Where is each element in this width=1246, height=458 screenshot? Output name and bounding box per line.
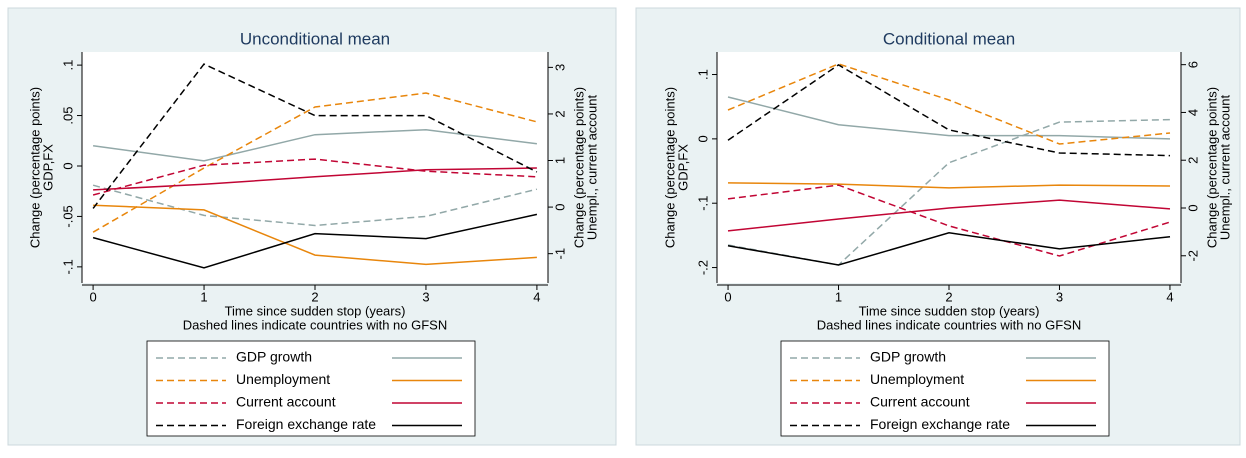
series-line (727, 64, 1171, 157)
y2-tick-label: 2 (552, 110, 567, 117)
y-tick-label: -.1 (60, 259, 75, 274)
y2-tick-label: 4 (1185, 109, 1200, 116)
legend-label: Foreign exchange rate (236, 416, 376, 432)
y2-axis-title: Unempl., current account (584, 94, 599, 240)
legend-label: Unemployment (870, 371, 964, 387)
y-tick-label: -.1 (695, 196, 710, 211)
legend-label: GDP growth (236, 349, 312, 365)
x-tick-label: 0 (89, 289, 96, 304)
y2-tick-label: -2 (1185, 250, 1200, 262)
x-tick-label: 4 (533, 289, 540, 304)
x-tick-label: 4 (1166, 289, 1173, 304)
series-line (727, 199, 1171, 232)
series-line (727, 232, 1171, 266)
y-axis-title: Change (percentage points) (27, 87, 42, 248)
legend-label: Current account (236, 394, 336, 410)
x-tick-label: 2 (945, 289, 952, 304)
x-tick-label: 0 (724, 289, 731, 304)
series-line (92, 92, 538, 233)
legend-label: Unemployment (236, 371, 330, 387)
legend-label: Current account (870, 394, 970, 410)
x-axis-title: Time since sudden stop (years) (225, 303, 406, 318)
x-tick-label: 1 (200, 289, 207, 304)
chart-title: Unconditional mean (240, 29, 390, 48)
y2-tick-label: 0 (552, 203, 567, 210)
series-line (727, 96, 1171, 140)
y-tick-label: -.05 (60, 205, 75, 227)
y2-axis-title: Change (percentage points) (1204, 87, 1219, 248)
x-axis-title: Time since sudden stop (years) (859, 303, 1040, 318)
y-tick-label: -.2 (695, 260, 710, 275)
legend-box (780, 340, 1110, 437)
note: Dashed lines indicate countries with no … (183, 317, 447, 332)
y-tick-label: .05 (60, 107, 75, 125)
series-line (727, 63, 1171, 145)
y2-tick-label: 6 (1185, 61, 1200, 68)
series-line (92, 158, 537, 196)
y2-tick-label: 3 (552, 64, 567, 71)
plot-area (82, 52, 548, 283)
y-axis-title: GDP,FX (40, 144, 55, 191)
legend-label: GDP growth (870, 349, 946, 365)
y2-tick-label: 1 (552, 157, 567, 164)
y-tick-label: 0 (695, 135, 710, 142)
y-axis-title: GDP,FX (675, 144, 690, 191)
y2-axis-title: Unempl., current account (1217, 94, 1232, 240)
plot-area (717, 52, 1181, 283)
x-tick-label: 1 (835, 289, 842, 304)
y2-tick-label: -1 (552, 248, 567, 260)
y-tick-label: 0 (60, 162, 75, 169)
legend-label: Foreign exchange rate (870, 416, 1010, 432)
series-line (92, 213, 538, 269)
series-line (92, 63, 538, 209)
y-tick-label: .1 (60, 60, 75, 71)
x-tick-label: 3 (1056, 289, 1063, 304)
series-line (93, 204, 537, 266)
y2-tick-label: 0 (1185, 204, 1200, 211)
series-line (93, 167, 537, 191)
y2-tick-label: 2 (1185, 157, 1200, 164)
chart-title: Conditional mean (883, 29, 1015, 48)
legend-box (146, 340, 476, 437)
series-line (727, 182, 1171, 189)
x-tick-label: 2 (311, 289, 318, 304)
series-line (92, 184, 538, 227)
y-axis-title: Change (percentage points) (662, 87, 677, 248)
y2-axis-title: Change (percentage points) (571, 87, 586, 248)
x-tick-label: 3 (422, 289, 429, 304)
note: Dashed lines indicate countries with no … (817, 317, 1081, 332)
y-tick-label: .1 (695, 69, 710, 80)
